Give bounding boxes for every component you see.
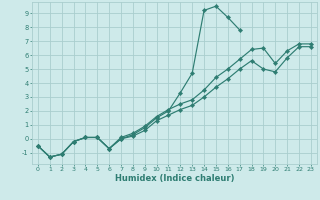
X-axis label: Humidex (Indice chaleur): Humidex (Indice chaleur) [115,174,234,183]
